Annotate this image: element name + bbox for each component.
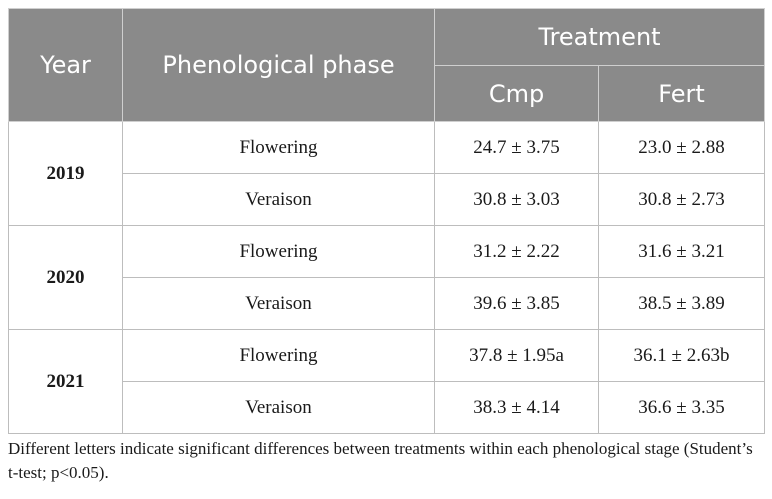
cmp-cell: 38.3 ± 4.14 [434, 381, 599, 434]
table-row: Veraison 38.3 ± 4.14 36.6 ± 3.35 [9, 381, 765, 434]
fert-cell: 30.8 ± 2.73 [598, 173, 765, 226]
fert-cell: 36.1 ± 2.63b [598, 329, 765, 382]
phase-cell: Veraison [122, 173, 435, 226]
year-cell: 2019 [8, 121, 123, 226]
phase-cell: Flowering [122, 225, 435, 278]
cmp-cell: 39.6 ± 3.85 [434, 277, 599, 330]
year-cell: 2021 [8, 329, 123, 434]
cmp-cell: 24.7 ± 3.75 [434, 121, 599, 174]
header-year: Year [8, 8, 123, 122]
cmp-cell: 31.2 ± 2.22 [434, 225, 599, 278]
header-cmp: Cmp [434, 65, 599, 122]
cmp-cell: 30.8 ± 3.03 [434, 173, 599, 226]
phase-cell: Veraison [122, 277, 435, 330]
phase-cell: Flowering [122, 121, 435, 174]
year-cell: 2020 [8, 225, 123, 330]
header-treatment: Treatment [434, 8, 765, 66]
data-table: Year Phenological phase Treatment Cmp Fe… [8, 8, 765, 434]
fert-cell: 31.6 ± 3.21 [598, 225, 765, 278]
table-row: 2021 Flowering 37.8 ± 1.95a 36.1 ± 2.63b [8, 329, 765, 434]
header-fert: Fert [598, 65, 765, 122]
data-table-container: Year Phenological phase Treatment Cmp Fe… [8, 8, 765, 434]
table-row: Veraison 30.8 ± 3.03 30.8 ± 2.73 [9, 173, 765, 226]
table-footnote: Different letters indicate significant d… [8, 439, 753, 482]
table-row: 2020 Flowering 31.2 ± 2.22 31.6 ± 3.21 [8, 225, 765, 330]
table-row: Veraison 39.6 ± 3.85 38.5 ± 3.89 [9, 277, 765, 330]
fert-cell: 36.6 ± 3.35 [598, 381, 765, 434]
fert-cell: 38.5 ± 3.89 [598, 277, 765, 330]
cmp-cell: 37.8 ± 1.95a [434, 329, 599, 382]
phase-cell: Veraison [122, 381, 435, 434]
table-row: 2019 Flowering 24.7 ± 3.75 23.0 ± 2.88 [8, 121, 765, 226]
header-phenological-phase: Phenological phase [122, 8, 435, 122]
phase-cell: Flowering [122, 329, 435, 382]
fert-cell: 23.0 ± 2.88 [598, 121, 765, 174]
